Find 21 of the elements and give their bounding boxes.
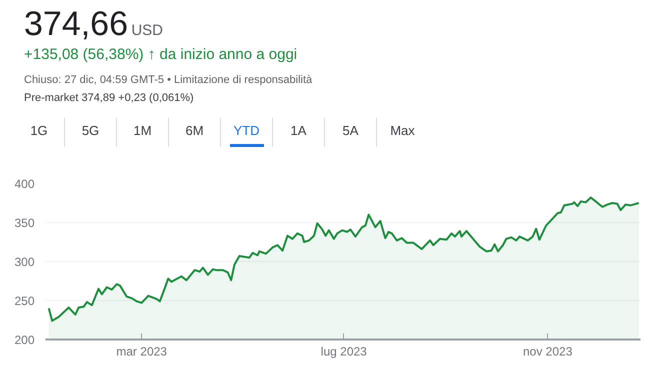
text: USD — [131, 22, 164, 39]
text: 1G — [29, 122, 49, 140]
x-tick-label: lug 2023 — [320, 344, 368, 358]
text: 1A — [290, 122, 308, 140]
text: 5A — [342, 122, 360, 140]
text: Max — [389, 122, 416, 140]
chart-subtitle: +135,08 (56,38%) ↑ da inizio anno a oggi — [24, 45, 298, 65]
text: Chiuso: 27 dic, 04:59 GMT-5 • Limitazione di responsabilità — [24, 73, 312, 88]
y-tick-label: 250 — [14, 294, 35, 308]
chart-title: 374,66 — [24, 5, 128, 43]
y-tick-label: 200 — [14, 333, 35, 347]
text: Pre-market 374,89 +0,23 (0,061%) — [24, 91, 194, 106]
y-tick-label: 400 — [14, 177, 35, 191]
x-tick-label: nov 2023 — [523, 344, 573, 358]
text: YTD — [230, 118, 264, 147]
y-tick-label: 300 — [14, 255, 35, 269]
text: 5G — [80, 122, 100, 140]
y-tick-label: 350 — [14, 216, 35, 230]
text: 6M — [184, 122, 205, 140]
x-tick-label: mar 2023 — [116, 344, 168, 358]
text: 1M — [132, 122, 153, 140]
